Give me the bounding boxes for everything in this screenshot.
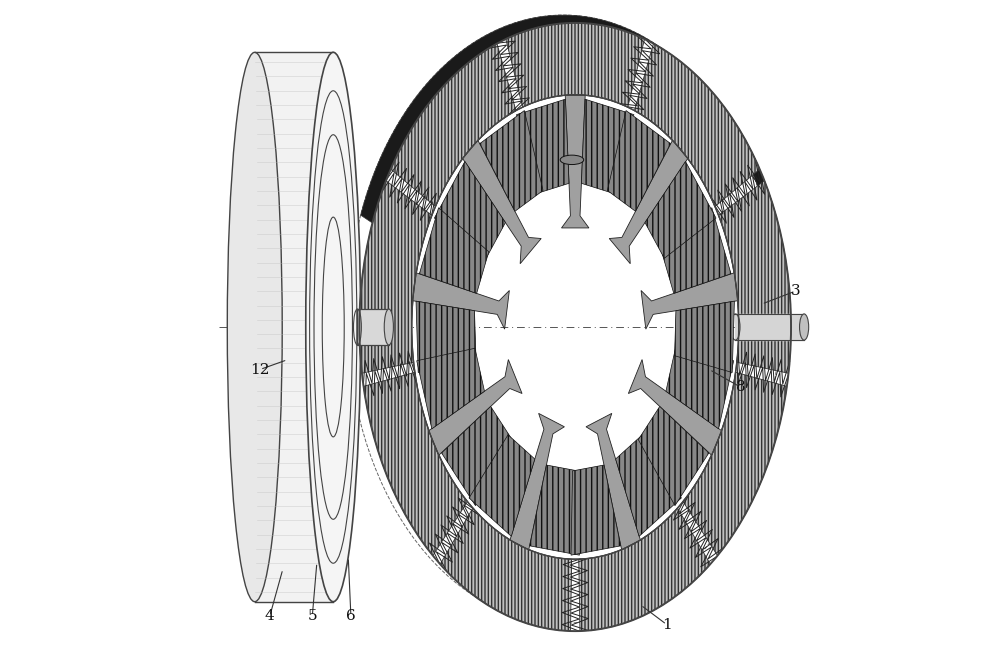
Polygon shape <box>561 95 589 228</box>
Polygon shape <box>442 406 512 506</box>
Polygon shape <box>417 349 484 429</box>
Polygon shape <box>506 23 645 107</box>
Ellipse shape <box>306 52 361 602</box>
Polygon shape <box>683 372 787 556</box>
Ellipse shape <box>560 155 584 165</box>
Ellipse shape <box>800 314 809 340</box>
Ellipse shape <box>384 309 393 345</box>
Polygon shape <box>634 44 760 207</box>
FancyBboxPatch shape <box>357 309 389 345</box>
Polygon shape <box>530 465 579 555</box>
Polygon shape <box>607 111 671 211</box>
Text: 8: 8 <box>736 380 745 394</box>
Polygon shape <box>434 162 505 258</box>
Polygon shape <box>413 273 509 329</box>
Polygon shape <box>581 99 634 193</box>
Text: 3: 3 <box>791 284 800 298</box>
Polygon shape <box>638 406 709 506</box>
Polygon shape <box>419 208 489 294</box>
Text: 6: 6 <box>346 609 356 623</box>
Polygon shape <box>440 508 572 631</box>
Text: 4: 4 <box>265 609 275 623</box>
Text: 12: 12 <box>250 362 270 377</box>
Text: 5: 5 <box>307 609 317 623</box>
Polygon shape <box>628 360 722 455</box>
Polygon shape <box>719 181 791 373</box>
Polygon shape <box>391 44 516 207</box>
Polygon shape <box>641 273 738 329</box>
Polygon shape <box>666 349 734 429</box>
Polygon shape <box>675 301 734 373</box>
Polygon shape <box>361 15 778 223</box>
Polygon shape <box>364 372 467 556</box>
Text: 1: 1 <box>662 617 672 632</box>
Polygon shape <box>609 141 688 264</box>
Ellipse shape <box>227 52 282 602</box>
Polygon shape <box>571 465 621 555</box>
Polygon shape <box>469 435 535 536</box>
Polygon shape <box>416 301 476 373</box>
Polygon shape <box>359 181 432 373</box>
Polygon shape <box>463 141 541 264</box>
Polygon shape <box>516 99 569 193</box>
Polygon shape <box>616 435 681 536</box>
Polygon shape <box>586 413 640 549</box>
Polygon shape <box>645 162 716 258</box>
Polygon shape <box>579 508 710 631</box>
Polygon shape <box>510 413 564 549</box>
Polygon shape <box>429 360 522 455</box>
Polygon shape <box>662 208 731 294</box>
Polygon shape <box>480 111 543 211</box>
